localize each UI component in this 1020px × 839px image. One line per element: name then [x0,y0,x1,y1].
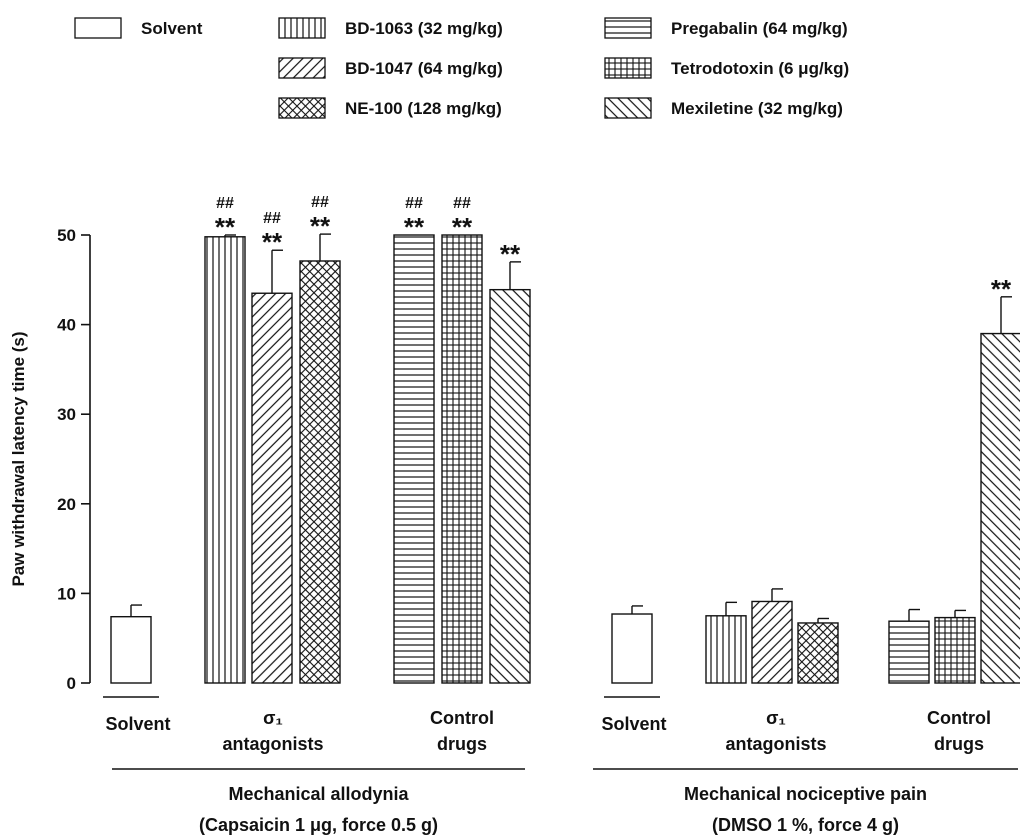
bar [934,616,976,684]
panel-title: Mechanical allodynia [228,784,409,804]
group-label: drugs [934,734,984,754]
y-axis: 0 10 20 30 40 50 Paw withdrawal latency time … [9,226,91,693]
significance-stars: ** [404,212,425,242]
bar [751,600,793,684]
bar [980,332,1020,684]
significance-hashes: ## [263,210,281,227]
panel-subtitle: (DMSO 1 %, force 4 g) [712,815,899,835]
significance-hashes: ## [216,195,234,212]
significance-hashes: ## [453,195,471,212]
legend-swatch [278,57,326,79]
legend-swatch [604,17,652,39]
panel-subtitle: (Capsaicin 1 μg, force 0.5 g) [199,815,438,835]
group-label: Solvent [601,714,666,734]
significance-stars: ** [310,211,331,241]
legend-label: Tetrodotoxin (6 μg/kg) [671,59,849,78]
significance-stars: ** [991,274,1012,304]
group-label: σ₁ [766,708,786,728]
bar [888,620,930,684]
group-label: antagonists [725,734,826,754]
significance-hashes: ## [311,194,329,211]
legend-swatch [604,57,652,79]
panel-title: Mechanical nociceptive pain [684,784,927,804]
group-label: σ₁ [263,708,283,728]
bar [251,292,293,684]
legend-swatch [278,97,326,119]
y-ticks: 0 10 20 30 40 50 [57,226,90,693]
bar [705,615,747,684]
y-axis-label: Paw withdrawal latency time (s) [9,331,28,586]
group-label: Solvent [105,714,170,734]
bars: ##** ##**##**##**##****** [110,194,1020,684]
group-label: antagonists [222,734,323,754]
y-tick-label: 10 [57,584,76,603]
bar [797,622,839,684]
bar [299,260,341,684]
significance-stars: ** [262,227,283,257]
legend-label: Solvent [141,19,203,38]
significance-stars: ** [215,212,236,242]
bar [489,288,531,684]
legend-label: BD-1047 (64 mg/kg) [345,59,503,78]
legend-swatch [278,17,326,39]
significance-hashes: ## [405,195,423,212]
y-tick-label: 40 [57,316,76,335]
significance-stars: ** [452,212,473,242]
group-label: Control [927,708,991,728]
legend-swatch [604,97,652,119]
bar [110,615,152,684]
significance-stars: ** [500,239,521,269]
bar [204,236,246,684]
group-label: drugs [437,734,487,754]
group-label: Control [430,708,494,728]
legend-label: NE-100 (128 mg/kg) [345,99,502,118]
panel-labels: Mechanical allodynia (Capsaicin 1 μg, for… [112,768,1018,835]
legend-label: Pregabalin (64 mg/kg) [671,19,848,38]
bar [393,234,435,684]
y-tick-label: 20 [57,495,76,514]
y-tick-label: 30 [57,405,76,424]
bar [441,234,483,684]
bar [611,613,653,684]
legend-label: BD-1063 (32 mg/kg) [345,19,503,38]
legend: Solvent BD-1063 (32 mg/kg) BD-1047 (64 mg/… [74,17,849,119]
legend-label: Mexiletine (32 mg/kg) [671,99,843,118]
group-labels: Solvent σ₁ antagonists Control drugs Solvent σ… [103,696,991,754]
y-tick-label: 0 [67,674,76,693]
y-tick-label: 50 [57,226,76,245]
legend-swatch [74,17,122,39]
